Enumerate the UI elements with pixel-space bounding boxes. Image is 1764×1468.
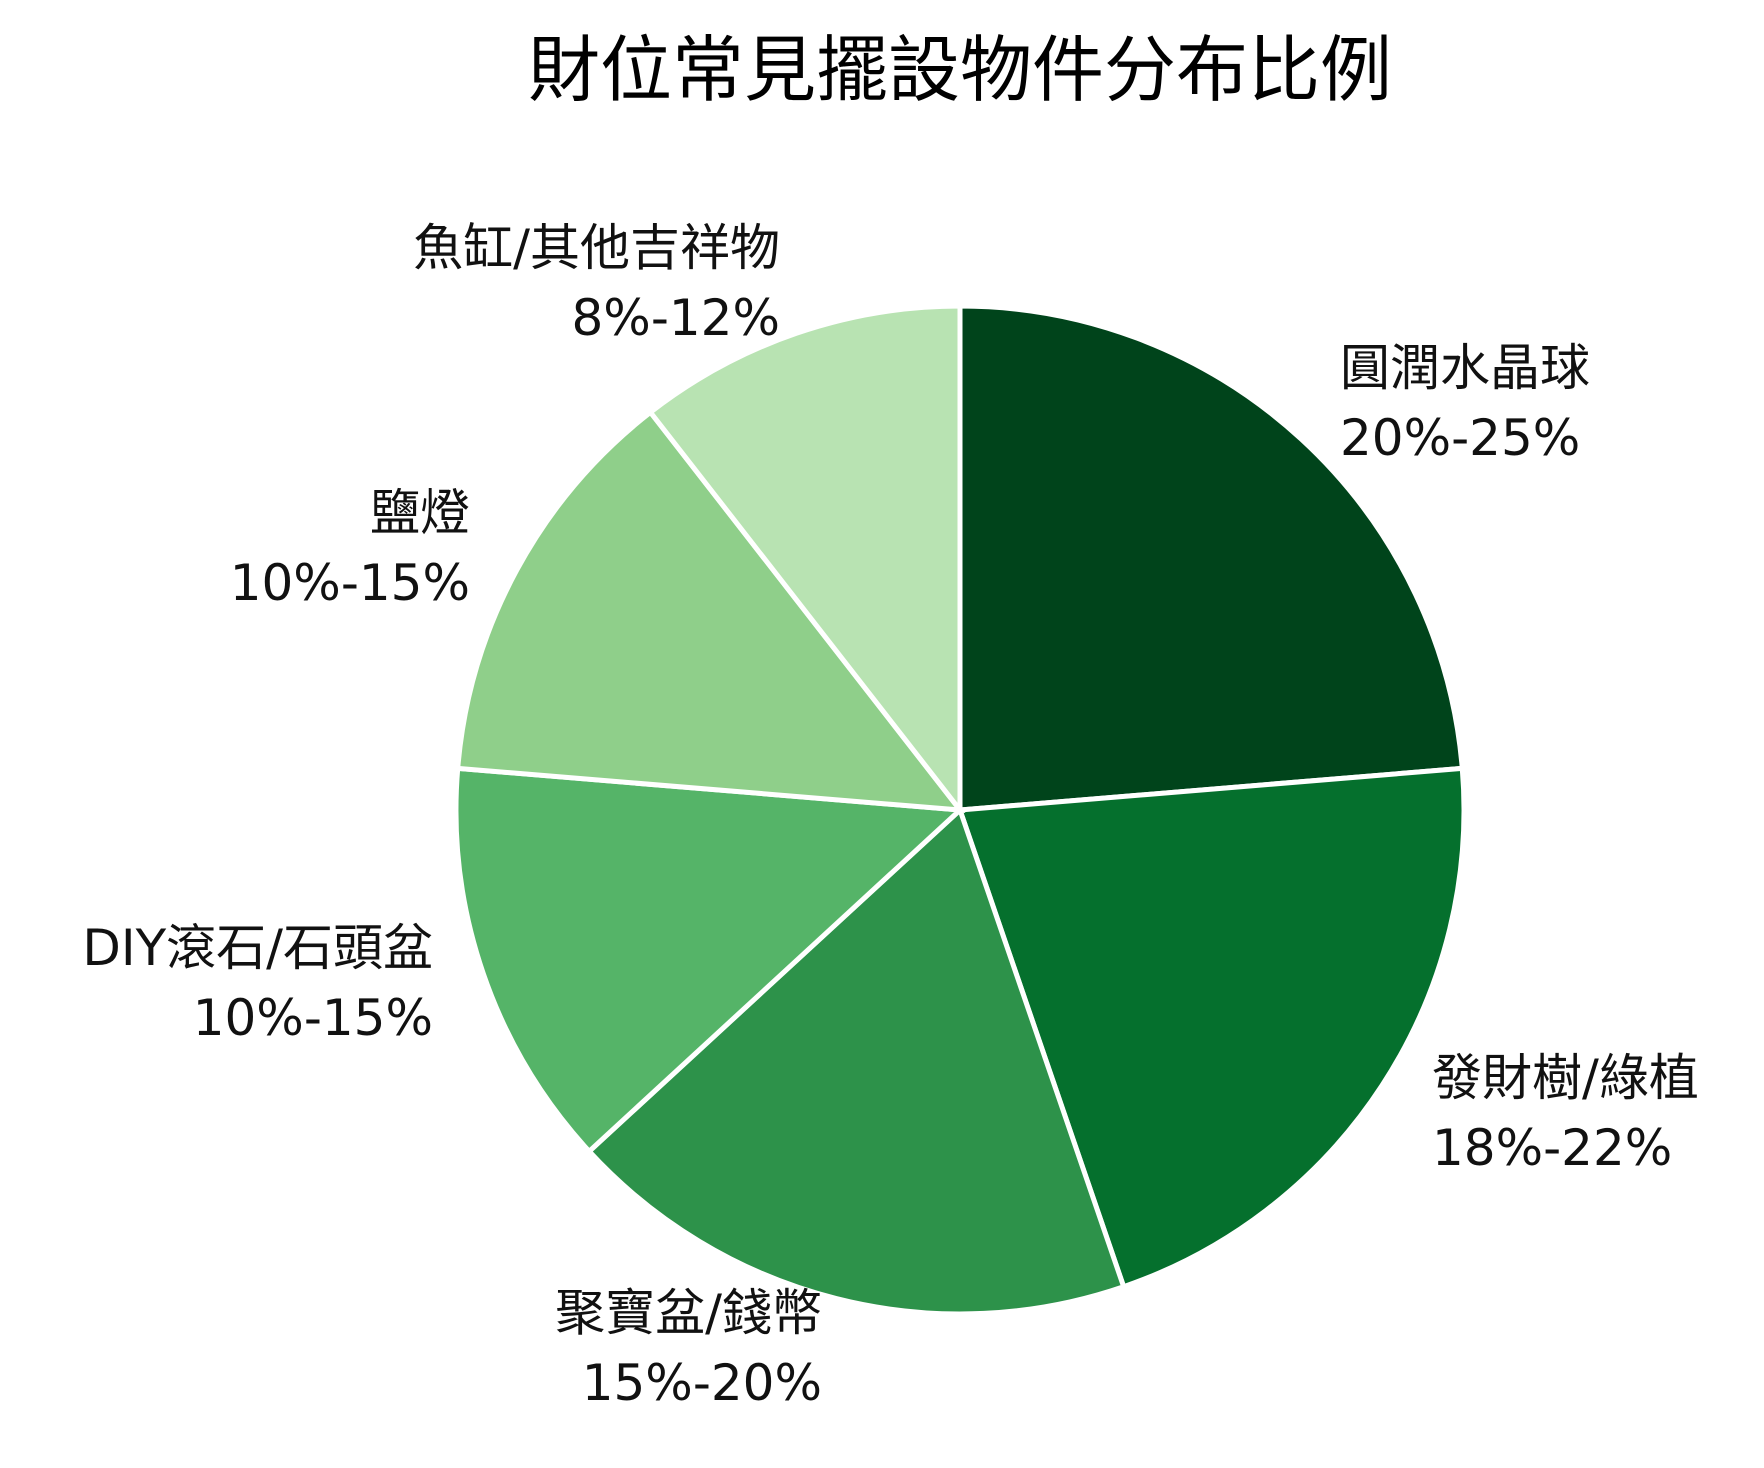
slice-range-label: 18%-22% xyxy=(1432,1119,1672,1177)
slice-name-label: 聚寶盆/錢幣 xyxy=(555,1284,822,1342)
slice-range-label: 10%-15% xyxy=(230,554,470,612)
pie-slice xyxy=(646,303,963,818)
slice-range-label: 20%-25% xyxy=(1340,409,1580,467)
pie-slice xyxy=(957,303,1465,813)
slice-name-label: 魚缸/其他吉祥物 xyxy=(413,219,780,277)
pie-labels: 圓潤水晶球 20%-25% 發財樹/綠植 18%-22% 聚寶盆/錢幣 15%-20% DI… xyxy=(82,219,1699,1412)
pie-slice xyxy=(956,765,1467,1290)
pie-slice xyxy=(453,765,966,1155)
slice-name-label: 發財樹/綠植 xyxy=(1432,1049,1699,1107)
slice-name-label: DIY滾石/石頭盆 xyxy=(82,919,433,977)
slice-name-label: 鹽燈 xyxy=(370,484,470,542)
pie-slices xyxy=(453,303,1467,1317)
chart-title: 財位常見擺設物件分布比例 xyxy=(528,28,1392,112)
pie-slice xyxy=(455,408,966,813)
slice-range-label: 15%-20% xyxy=(582,1354,822,1412)
pie-slice xyxy=(585,805,1127,1317)
slice-range-label: 8%-12% xyxy=(572,289,781,347)
slice-range-label: 10%-15% xyxy=(193,989,433,1047)
slice-name-label: 圓潤水晶球 xyxy=(1340,339,1590,397)
